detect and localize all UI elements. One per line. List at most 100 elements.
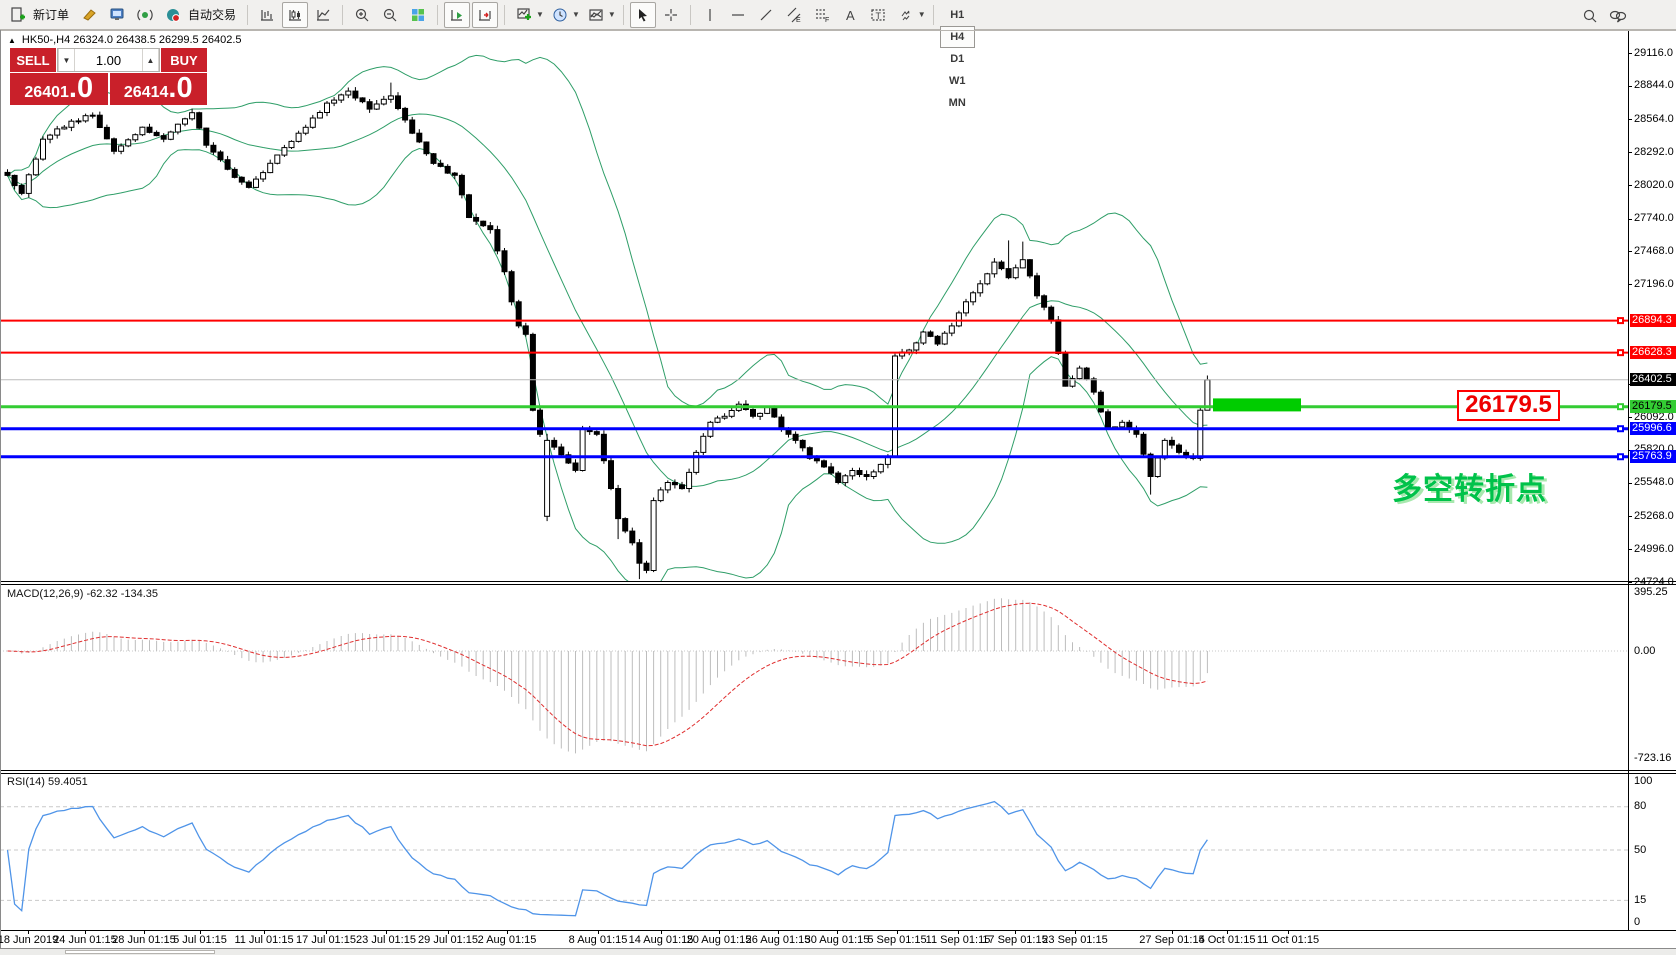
axis-label: 25996.6: [1630, 422, 1676, 435]
time-axis-label: 11 Oct 01:15: [1256, 934, 1320, 946]
time-axis-label: 26 Aug 01:15: [745, 934, 811, 946]
axis-label: 15: [1634, 894, 1647, 906]
time-axis-label: 24 Jun 01:15: [53, 934, 117, 946]
volume-up-button[interactable]: ▲: [142, 49, 159, 71]
axis-label: 28020.0: [1634, 179, 1674, 191]
sell-button[interactable]: SELL: [10, 48, 56, 72]
chart-title: HK50-,H4 26324.0 26438.5 26299.5 26402.5: [21, 34, 242, 46]
bollinger-upper-line: [7, 54, 1208, 407]
axis-label: 25763.9: [1630, 450, 1676, 463]
svg-text:A: A: [846, 8, 855, 23]
axis-label: 27196.0: [1634, 278, 1674, 290]
level-callout[interactable]: 26179.5: [1457, 390, 1560, 421]
templates-caret[interactable]: ▼: [607, 10, 616, 19]
svg-text:E: E: [796, 17, 801, 23]
time-axis-label: 20 Aug 01:15: [686, 934, 752, 946]
new-order-label[interactable]: 新订单: [33, 8, 70, 22]
tab-W1[interactable]: W1: [948, 74, 966, 87]
time-axis-label: 27 Sep 01:15: [1139, 934, 1205, 946]
line-chart-icon[interactable]: [310, 2, 336, 28]
zoom-out-icon[interactable]: [377, 2, 403, 28]
axis-label: 24996.0: [1634, 543, 1674, 555]
vertical-line-icon[interactable]: [697, 2, 723, 28]
candlestick-chart-icon[interactable]: [282, 1, 309, 28]
highlight-rectangle[interactable]: [1213, 398, 1301, 412]
axis-label: 100: [1634, 775, 1653, 787]
macd-signal-line: [7, 602, 1208, 747]
fibonacci-icon[interactable]: F: [809, 2, 835, 28]
terminal-icon[interactable]: [104, 2, 130, 28]
axis-label: 27740.0: [1634, 212, 1674, 224]
separator: [504, 4, 506, 25]
search-icon[interactable]: [1577, 3, 1603, 29]
collapse-arrow-icon[interactable]: ▲: [8, 36, 16, 45]
crayon-icon[interactable]: [76, 2, 102, 28]
text-label-icon[interactable]: T: [865, 2, 891, 28]
horizontal-line-icon[interactable]: [725, 2, 751, 28]
indicators-caret[interactable]: ▼: [536, 10, 544, 19]
axis-label: 27468.0: [1634, 245, 1674, 257]
crosshair-icon[interactable]: [658, 2, 684, 28]
indicators-icon[interactable]: [511, 2, 537, 28]
tile-windows-icon[interactable]: [405, 2, 431, 28]
time-axis-label: 18 Jun 2019: [0, 934, 59, 946]
axis-label: 25548.0: [1634, 476, 1674, 488]
cycles-clock-icon[interactable]: [547, 2, 573, 28]
equidistant-channel-icon[interactable]: E: [781, 2, 807, 28]
axis-label: 0: [1634, 916, 1641, 928]
time-axis-label: 17 Jul 01:15: [296, 934, 356, 946]
signal-icon[interactable]: [132, 2, 158, 28]
tab-MN[interactable]: MN: [948, 96, 966, 109]
buy-button[interactable]: BUY: [161, 48, 207, 72]
toolbar: 新订单 自动交易: [0, 0, 1676, 109]
templates-icon[interactable]: [583, 2, 609, 28]
bar-chart-icon[interactable]: [254, 2, 280, 28]
time-axis-label: 23 Sep 01:15: [1042, 934, 1108, 946]
tab-D1[interactable]: D1: [950, 52, 965, 65]
trendline-icon[interactable]: [753, 2, 779, 28]
axis-label: 24724.0: [1634, 576, 1674, 588]
time-axis-label: 14 Aug 01:15: [628, 934, 694, 946]
cursor-icon[interactable]: [629, 1, 656, 28]
volume-stepper: ▼ 1.00 ▲: [57, 48, 160, 72]
arrows-icon[interactable]: [893, 2, 919, 28]
turning-point-annotation: 多空转折点: [1392, 473, 1547, 506]
time-axis-label: 11 Jul 01:15: [234, 934, 294, 946]
new-order-icon[interactable]: [5, 2, 31, 28]
axis-label: 26092.0: [1634, 411, 1674, 423]
macd-label: MACD(12,26,9) -62.32 -134.35: [7, 588, 159, 600]
chart-header: ▲ HK50-,H4 26324.0 26438.5 26299.5 26402.…: [8, 34, 242, 46]
rsi-label: RSI(14) 59.4051: [7, 776, 88, 788]
toolbar-right: [1576, 3, 1632, 29]
tab-H1[interactable]: H1: [950, 8, 965, 21]
auto-scroll-icon[interactable]: [444, 1, 471, 28]
time-axis-label: 5 Jul 01:15: [173, 934, 227, 946]
axis-label: 26894.3: [1630, 314, 1676, 327]
time-axis-label: 4 Oct 01:15: [1198, 934, 1256, 946]
time-axis-label: 23 Jul 01:15: [356, 934, 416, 946]
scrollbar-thumb[interactable]: [65, 950, 215, 954]
volume-down-button[interactable]: ▼: [58, 49, 75, 71]
chart-shift-icon[interactable]: [472, 1, 499, 28]
zoom-in-icon[interactable]: [349, 2, 375, 28]
bollinger-middle-line: [7, 113, 1208, 487]
auto-trading-label[interactable]: 自动交易: [188, 8, 237, 22]
time-axis-label: 29 Jul 01:15: [418, 934, 478, 946]
macd-histogram: [14, 598, 1208, 754]
axis-label: 26402.5: [1630, 373, 1676, 386]
arrows-caret[interactable]: ▼: [917, 10, 926, 19]
text-icon[interactable]: A: [837, 2, 863, 28]
chat-icon[interactable]: [1605, 3, 1631, 29]
axis-label: 29116.0: [1634, 47, 1673, 59]
time-axis-label: 17 Sep 01:15: [982, 934, 1048, 946]
time-axis-label: 11 Sep 01:15: [925, 934, 991, 946]
svg-text:T: T: [875, 11, 881, 21]
cycles-caret[interactable]: ▼: [571, 10, 580, 19]
volume-input[interactable]: 1.00: [95, 52, 122, 68]
time-axis-label: 8 Aug 01:15: [568, 934, 628, 946]
buy-price[interactable]: 26414.0: [109, 73, 207, 105]
auto-trading-icon[interactable]: [160, 2, 186, 28]
sell-price[interactable]: 26401.0: [10, 73, 108, 105]
axis-label: 28844.0: [1634, 79, 1674, 91]
